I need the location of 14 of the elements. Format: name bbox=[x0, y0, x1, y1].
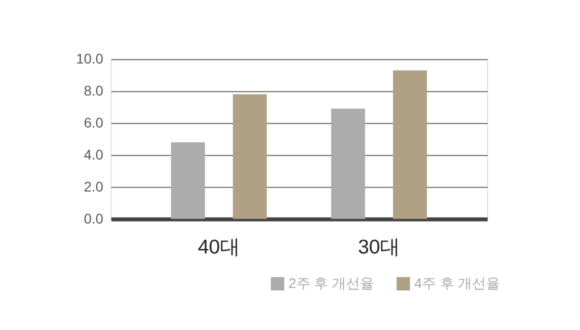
y-tick-label: 6.0 bbox=[84, 114, 104, 131]
bar bbox=[232, 94, 267, 219]
x-tick-label: 30대 bbox=[358, 236, 400, 258]
x-tick-label: 40대 bbox=[198, 236, 240, 258]
y-tick-label: 8.0 bbox=[84, 82, 104, 99]
bar bbox=[393, 70, 427, 219]
y-tick-label: 10.0 bbox=[76, 50, 104, 67]
legend-label: 2주 후 개선율 bbox=[288, 274, 374, 291]
legend-label: 4주 후 개선율 bbox=[414, 274, 500, 291]
bar bbox=[331, 108, 366, 219]
y-tick-label: 0.0 bbox=[84, 210, 104, 226]
y-tick-label: 4.0 bbox=[84, 146, 104, 162]
y-tick-label: 2.0 bbox=[84, 178, 104, 194]
bar bbox=[171, 142, 205, 219]
